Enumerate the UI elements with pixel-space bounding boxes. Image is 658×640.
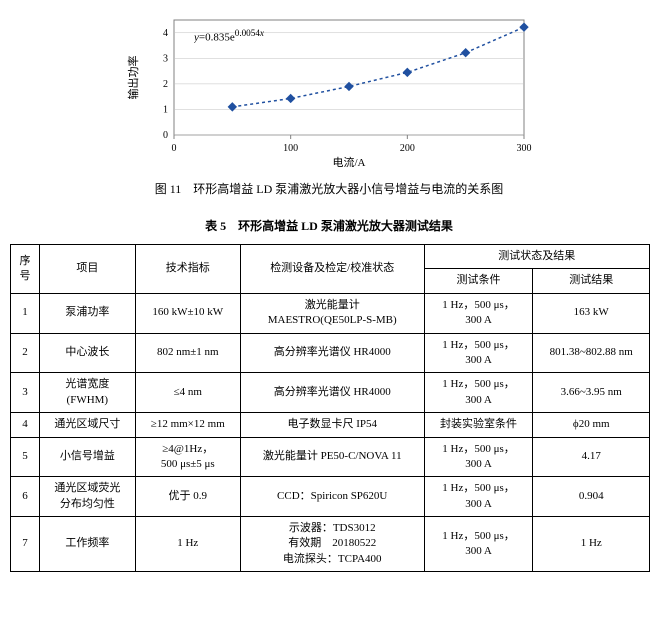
table-cell: 1 Hz [533,517,650,572]
table-cell: 1 [11,293,40,333]
table-cell: 通光区域荧光 分布均匀性 [40,477,136,517]
table-row: 4通光区域尺寸≥12 mm×12 mm电子数显卡尺 IP54封装实验室条件ϕ20… [11,413,650,437]
table-cell: 泵浦功率 [40,293,136,333]
table-row: 6通光区域荧光 分布均匀性优于 0.9CCD：Spiricon SP620U1 … [11,477,650,517]
gain-current-chart: 012340100200300电流/A输出功率y=0.835e0.0054x [119,10,539,170]
table-cell: 电子数显卡尺 IP54 [240,413,424,437]
table-cell: 1 Hz，500 μs， 300 A [424,333,533,373]
table-cell: 5 [11,437,40,477]
table-cell: 工作频率 [40,517,136,572]
table-cell: 7 [11,517,40,572]
table-cell: 4.17 [533,437,650,477]
table-cell: 3 [11,373,40,413]
col-header-item: 项目 [40,245,136,294]
table-caption: 表 5 环形高增益 LD 泵浦激光放大器测试结果 [10,217,648,234]
table-cell: 2 [11,333,40,373]
table-cell: 3.66~3.95 nm [533,373,650,413]
table-cell: 高分辨率光谱仪 HR4000 [240,373,424,413]
table-cell: 小信号增益 [40,437,136,477]
table-cell: ≥12 mm×12 mm [135,413,240,437]
table-cell: CCD：Spiricon SP620U [240,477,424,517]
table-cell: 801.38~802.88 nm [533,333,650,373]
table-cell: 通光区域尺寸 [40,413,136,437]
table-cell: 802 nm±1 nm [135,333,240,373]
table-cell: 0.904 [533,477,650,517]
table-row: 2中心波长802 nm±1 nm高分辨率光谱仪 HR40001 Hz，500 μ… [11,333,650,373]
table-cell: 1 Hz，500 μs， 300 A [424,437,533,477]
table-cell: 6 [11,477,40,517]
table-cell: 1 Hz，500 μs， 300 A [424,293,533,333]
table-cell: ϕ20 mm [533,413,650,437]
table-row: 5小信号增益≥4@1Hz， 500 μs±5 μs激光能量计 PE50-C/NO… [11,437,650,477]
table-cell: 示波器：TDS3012 有效期 20180522 电流探头：TCPA400 [240,517,424,572]
svg-text:300: 300 [517,143,532,154]
svg-text:1: 1 [163,104,168,115]
table-cell: 激光能量计 MAESTRO(QE50LP-S-MB) [240,293,424,333]
table-cell: 高分辨率光谱仪 HR4000 [240,333,424,373]
table-row: 1泵浦功率160 kW±10 kW激光能量计 MAESTRO(QE50LP-S-… [11,293,650,333]
svg-text:4: 4 [163,28,168,39]
table-cell: 1 Hz，500 μs， 300 A [424,373,533,413]
svg-text:电流/A: 电流/A [333,155,366,169]
table-cell: 160 kW±10 kW [135,293,240,333]
col-header-status-group: 测试状态及结果 [424,245,649,269]
table-cell: 光谱宽度 (FWHM) [40,373,136,413]
table-cell: 优于 0.9 [135,477,240,517]
table-cell: ≤4 nm [135,373,240,413]
table-cell: 激光能量计 PE50-C/NOVA 11 [240,437,424,477]
table-cell: 封装实验室条件 [424,413,533,437]
col-header-index: 序 号 [11,245,40,294]
svg-text:0: 0 [172,143,177,154]
svg-text:2: 2 [163,79,168,90]
svg-text:200: 200 [400,143,415,154]
col-header-equip: 检测设备及检定/校准状态 [240,245,424,294]
svg-text:0: 0 [163,130,168,141]
table-row: 3光谱宽度 (FWHM)≤4 nm高分辨率光谱仪 HR40001 Hz，500 … [11,373,650,413]
svg-text:输出功率: 输出功率 [126,56,140,100]
col-header-condition: 测试条件 [424,269,533,293]
results-table: 序 号 项目 技术指标 检测设备及检定/校准状态 测试状态及结果 测试条件 测试… [10,244,650,572]
table-cell: 1 Hz，500 μs， 300 A [424,477,533,517]
svg-text:3: 3 [163,53,168,64]
table-cell: 4 [11,413,40,437]
table-cell: 中心波长 [40,333,136,373]
table-cell: 1 Hz [135,517,240,572]
table-row: 7工作频率1 Hz示波器：TDS3012 有效期 20180522 电流探头：T… [11,517,650,572]
figure-caption: 图 11 环形高增益 LD 泵浦激光放大器小信号增益与电流的关系图 [10,180,648,197]
table-cell: 163 kW [533,293,650,333]
col-header-result: 测试结果 [533,269,650,293]
col-header-spec: 技术指标 [135,245,240,294]
table-cell: 1 Hz，500 μs， 300 A [424,517,533,572]
svg-text:100: 100 [283,143,298,154]
table-cell: ≥4@1Hz， 500 μs±5 μs [135,437,240,477]
chart-svg: 012340100200300电流/A输出功率y=0.835e0.0054x [119,10,539,170]
